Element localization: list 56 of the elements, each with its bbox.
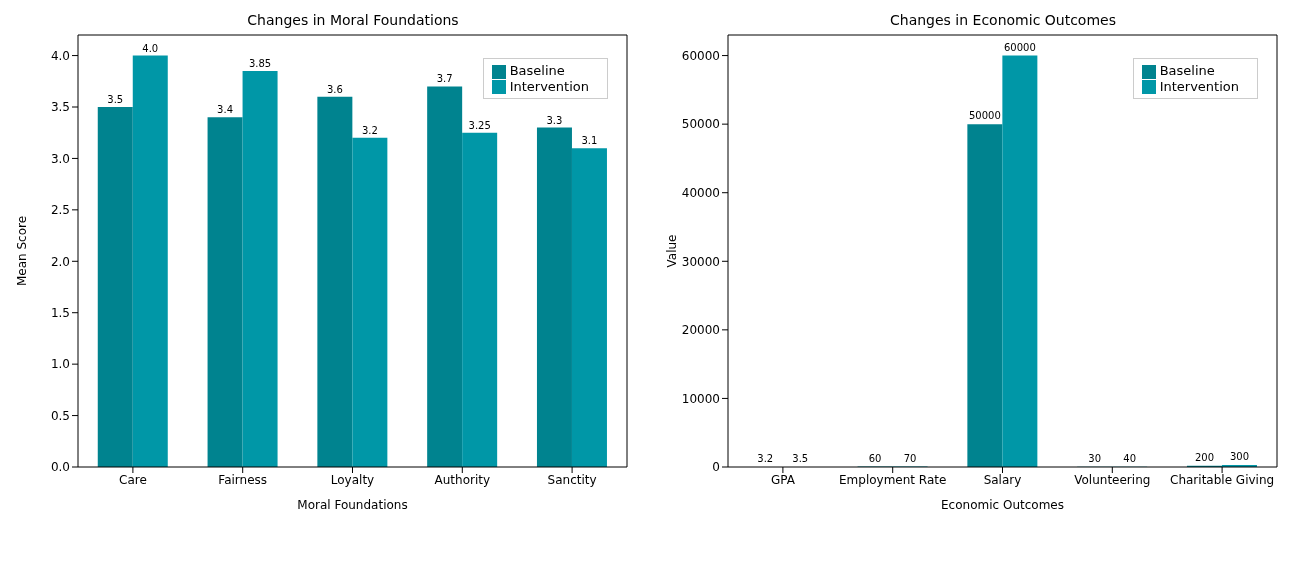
y-tick-label: 10000 bbox=[681, 391, 720, 406]
data-label: 50000 bbox=[968, 110, 1001, 122]
data-label: 30 bbox=[1088, 452, 1102, 464]
legend-label: Intervention bbox=[1159, 78, 1239, 94]
y-tick-label: 2.0 bbox=[50, 254, 70, 269]
legend-label: Baseline bbox=[509, 63, 565, 78]
x-tick-label: Employment Rate bbox=[839, 472, 947, 487]
y-axis-title: Value bbox=[665, 234, 680, 268]
data-label: 300 bbox=[1229, 450, 1250, 462]
data-label: 40 bbox=[1123, 452, 1137, 464]
x-tick-label: Fairness bbox=[218, 472, 268, 487]
x-tick-label: GPA bbox=[770, 472, 796, 487]
y-tick-label: 3.5 bbox=[50, 100, 70, 115]
x-tick-label: Care bbox=[119, 472, 147, 487]
y-tick-label: 50000 bbox=[681, 117, 720, 132]
data-label: 3.4 bbox=[217, 104, 234, 116]
x-tick-label: Volunteering bbox=[1074, 472, 1151, 487]
data-label: 60 bbox=[868, 452, 882, 464]
data-label: 3.2 bbox=[361, 124, 378, 136]
data-label: 3.25 bbox=[468, 119, 491, 131]
data-label: 3.2 bbox=[757, 452, 774, 464]
legend-label: Baseline bbox=[1159, 63, 1215, 78]
data-label: 3.5 bbox=[107, 94, 124, 105]
y-tick-label: 2.5 bbox=[50, 203, 70, 218]
y-tick-label: 1.5 bbox=[50, 305, 70, 320]
y-tick-label: 3.0 bbox=[50, 151, 70, 166]
y-tick-label: 1.0 bbox=[50, 357, 70, 372]
data-label: 70 bbox=[903, 452, 917, 464]
x-axis-title: Moral Foundations bbox=[297, 498, 408, 512]
y-tick-label: 60000 bbox=[681, 48, 720, 63]
data-label: 4.0 bbox=[142, 42, 159, 54]
y-tick-label: 30000 bbox=[681, 254, 720, 269]
legend-label: Intervention bbox=[509, 78, 589, 94]
data-label: 60000 bbox=[1003, 41, 1036, 53]
data-label: 3.7 bbox=[436, 73, 453, 85]
chart-title: Changes in Moral Foundations bbox=[246, 12, 460, 28]
x-tick-label: Sanctity bbox=[547, 472, 597, 487]
y-tick-label: 0.5 bbox=[50, 408, 70, 423]
data-label: 3.1 bbox=[581, 135, 598, 147]
y-tick-label: 20000 bbox=[681, 323, 720, 338]
y-axis-title: Mean Score bbox=[15, 215, 30, 287]
y-tick-label: 40000 bbox=[681, 185, 720, 200]
data-label: 200 bbox=[1194, 451, 1215, 463]
x-axis-title: Economic Outcomes bbox=[941, 498, 1064, 512]
chart-title: Changes in Economic Outcomes bbox=[889, 12, 1117, 28]
x-tick-label: Authority bbox=[434, 472, 491, 487]
y-tick-label: 4.0 bbox=[50, 48, 70, 63]
data-label: 3.6 bbox=[326, 83, 343, 95]
x-tick-label: Charitable Giving bbox=[1170, 472, 1275, 487]
x-tick-label: Salary bbox=[983, 472, 1022, 487]
data-label: 3.3 bbox=[546, 114, 563, 126]
x-tick-label: Loyalty bbox=[330, 472, 375, 487]
y-tick-label: 0.0 bbox=[50, 460, 70, 475]
data-label: 3.5 bbox=[792, 452, 809, 464]
y-tick-label: 0 bbox=[712, 460, 720, 475]
data-label: 3.85 bbox=[248, 58, 272, 69]
